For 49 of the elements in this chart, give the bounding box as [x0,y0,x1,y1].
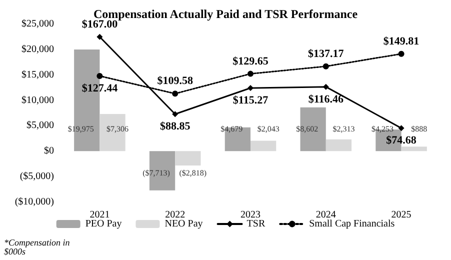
y-tick-label: ($10,000) [14,196,54,208]
y-tick-label: $5,000 [26,120,54,132]
y-tick-label: ($5,000) [20,171,54,182]
data-label: $2,043 [257,124,280,134]
y-tick-label: $20,000 [22,44,54,55]
bar [401,146,427,152]
data-label: $115.27 [232,94,269,107]
point [248,85,254,92]
x-tick-label: 2022 [165,210,186,220]
x-tick-label: 2023 [240,210,260,220]
data-label: $74.68 [386,134,417,147]
bar [326,139,352,152]
legend-label: PEO Pay [85,218,122,230]
point [172,111,178,118]
data-label: $127.44 [82,82,118,94]
x-tick-label: 2025 [391,210,412,220]
point [398,125,404,132]
data-label: $129.65 [232,55,269,68]
text: *Compensation in $000s [4,238,70,256]
legend-label: Small Cap Financials [309,218,395,230]
legend-label: NEO Pay [164,218,203,230]
data-label: ($2,818) [179,168,207,178]
data-label: $88.85 [160,120,191,133]
data-label: $109.58 [157,75,194,88]
point [322,84,329,90]
y-tick-label: $15,000 [22,69,54,80]
data-label: $4,253 [371,124,394,134]
y-tick-label: $25,000 [22,18,54,30]
point [96,72,103,79]
data-label: $167.00 [82,18,118,30]
data-label: $137.17 [308,48,344,60]
data-label: $2,313 [332,124,355,134]
point [96,34,103,40]
legend-label: TSR [246,218,266,230]
point [172,90,178,97]
x-tick-label: 2024 [316,210,336,220]
bar [250,140,276,152]
chart-title: Compensation Actually Paid and TSR Performance [93,7,358,21]
data-label: $116.46 [308,93,344,106]
point [398,50,404,57]
y-tick-label: $0 [44,146,54,157]
data-label: $149.81 [383,35,420,48]
bar [175,151,201,166]
y-tick-label: $10,000 [22,94,54,106]
point [248,70,254,77]
point [322,63,329,70]
x-tick-label: 2021 [90,210,110,220]
data-label: $7,306 [106,124,129,134]
data-label: $888 [411,124,428,134]
